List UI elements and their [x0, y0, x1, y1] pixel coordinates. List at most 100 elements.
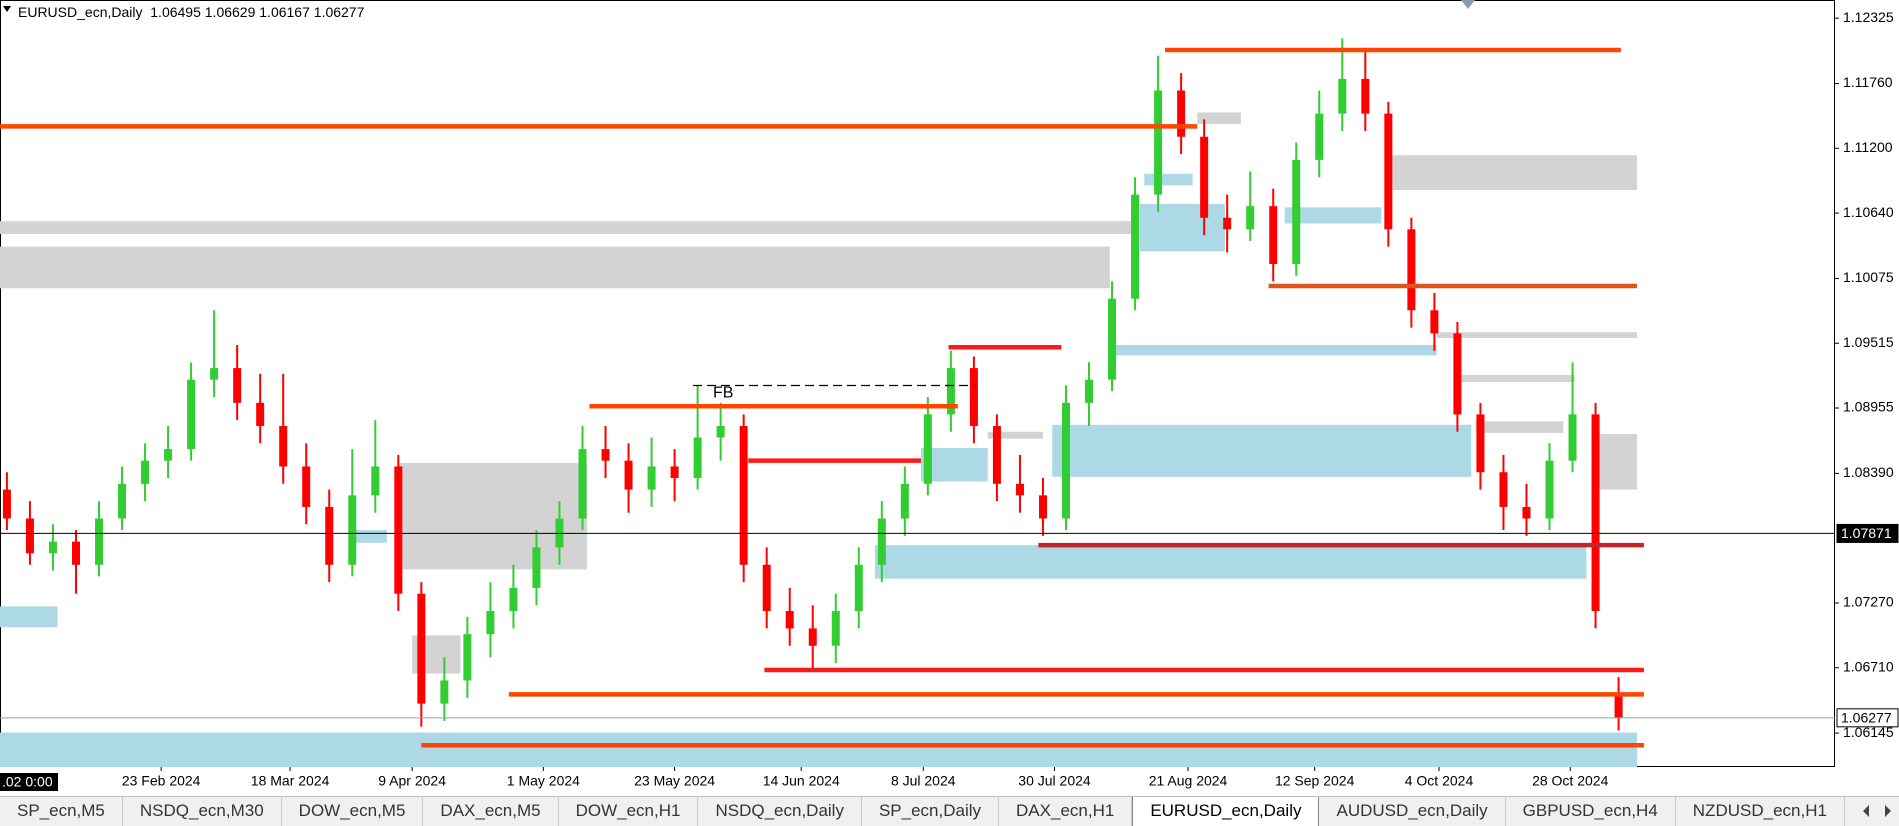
- fb-label: FB: [713, 385, 733, 402]
- candle-body: [1453, 333, 1462, 415]
- high: 1.06629: [204, 4, 256, 20]
- candle-body: [1499, 472, 1508, 507]
- zone: [1284, 207, 1382, 224]
- candle-body: [371, 466, 380, 496]
- scroll-left[interactable]: [1863, 805, 1869, 817]
- candle-body: [532, 547, 541, 588]
- candle-body: [1177, 90, 1186, 137]
- price-label-box: [1836, 523, 1899, 543]
- zone: [920, 447, 988, 482]
- candle-body: [463, 634, 472, 681]
- candle-body: [1292, 159, 1301, 264]
- chart: FB 1.123251.117601.112001.106401.100751.…: [0, 0, 1899, 791]
- time-label: .02 0:00: [2, 774, 53, 790]
- chart-header: EURUSD_ecn,Daily 1.06495 1.06629 1.06167…: [18, 4, 364, 20]
- tab[interactable]: EURUSD_ecn,Daily: [1132, 797, 1320, 826]
- zone: [1139, 203, 1225, 252]
- candle-body: [1522, 506, 1531, 519]
- tab[interactable]: DOW_ecn,H1: [559, 797, 699, 826]
- candle-body: [923, 414, 932, 484]
- candle-body: [601, 449, 610, 461]
- candle-body: [1591, 414, 1600, 612]
- candle-body: [1015, 483, 1024, 496]
- price-label: 1.07871: [1841, 525, 1892, 541]
- candle-body: [2, 489, 11, 519]
- tab[interactable]: DAX_ecn,H1: [999, 797, 1133, 826]
- candle-body: [670, 466, 679, 479]
- y-tick-label: 1.10640: [1843, 204, 1894, 220]
- candle-body: [624, 460, 633, 490]
- candle-body: [1038, 495, 1047, 519]
- candle-body: [1361, 78, 1370, 114]
- zone: [0, 606, 58, 628]
- shift-marker[interactable]: [1461, 0, 1475, 9]
- candle-body: [831, 611, 840, 646]
- x-tick-label: 28 Oct 2024: [1532, 773, 1608, 789]
- candle-body: [417, 593, 426, 704]
- time-label-box: [0, 773, 58, 791]
- symbol: EURUSD_ecn,Daily: [18, 4, 143, 20]
- zone: [874, 545, 1587, 579]
- candle-body: [992, 425, 1001, 484]
- candle-body: [762, 564, 771, 612]
- y-tick-label: 1.07270: [1843, 594, 1894, 610]
- candle-body: [1062, 402, 1071, 519]
- y-tick-label: 1.12325: [1843, 9, 1894, 25]
- candle-body: [164, 449, 173, 461]
- close: 1.06277: [313, 4, 365, 20]
- zone: [987, 431, 1043, 439]
- tab[interactable]: USDCAD: [1845, 797, 1855, 826]
- zone: [1109, 344, 1437, 356]
- tab[interactable]: SP_ecn,Daily: [862, 797, 1000, 826]
- candle-body: [1246, 206, 1255, 230]
- candle-body: [1154, 90, 1163, 195]
- candle-body: [739, 425, 748, 565]
- tab[interactable]: AUDUSD_ecn,Daily: [1319, 797, 1506, 826]
- tab[interactable]: NSDQ_ecn,M30: [123, 797, 282, 826]
- y-tick-label: 1.06145: [1843, 724, 1894, 740]
- candle-body: [716, 425, 725, 438]
- scroll-right[interactable]: [1885, 805, 1891, 817]
- candle-body: [1269, 206, 1278, 264]
- candle-body: [1315, 113, 1324, 160]
- candle-body: [808, 628, 817, 646]
- tab[interactable]: DOW_ecn,M5: [282, 797, 424, 826]
- zone: [354, 530, 387, 543]
- zone: [1436, 332, 1637, 339]
- open: 1.06495: [150, 4, 201, 20]
- tab[interactable]: GBPUSD_ecn,H4: [1506, 797, 1676, 826]
- candle-body: [969, 368, 978, 426]
- x-tick-label: 9 Apr 2024: [378, 773, 446, 789]
- y-tick-label: 1.09515: [1843, 334, 1894, 350]
- y-tick-label: 1.08955: [1843, 399, 1894, 415]
- candle-body: [1108, 298, 1117, 380]
- candle-body: [440, 680, 449, 704]
- candle-body: [187, 379, 196, 450]
- x-tick-label: 14 Jun 2024: [763, 773, 840, 789]
- x-tick-label: 12 Sep 2024: [1275, 773, 1355, 789]
- x-tick-label: 18 Mar 2024: [251, 773, 330, 789]
- low: 1.06167: [259, 4, 310, 20]
- x-tick-label: 8 Jul 2024: [891, 773, 956, 789]
- tab[interactable]: DAX_ecn,M5: [423, 797, 559, 826]
- candle-body: [900, 483, 909, 519]
- plot-frame: [0, 0, 1835, 767]
- candle-body: [25, 518, 34, 554]
- candle-body: [1614, 692, 1623, 718]
- tab[interactable]: NZDUSD_ecn,H1: [1676, 797, 1845, 826]
- x-tick-label: 4 Oct 2024: [1405, 773, 1474, 789]
- x-tick-label: 21 Aug 2024: [1149, 773, 1228, 789]
- zone: [0, 221, 1133, 234]
- candle-body: [1085, 379, 1094, 403]
- price-label: 1.06277: [1841, 710, 1892, 726]
- candle-body: [877, 518, 886, 565]
- tab[interactable]: NSDQ_ecn,Daily: [698, 797, 862, 826]
- candle-body: [1476, 414, 1485, 473]
- levels: FB: [0, 47, 1644, 748]
- candle-body: [1223, 217, 1232, 230]
- y-tick-label: 1.10075: [1843, 269, 1894, 285]
- tab[interactable]: SP_ecn,M5: [0, 797, 123, 826]
- axes: 1.12325 1.11760 1.11200 1.10640 1.10075 1.095…: [0, 9, 1899, 791]
- candle-body: [279, 425, 288, 467]
